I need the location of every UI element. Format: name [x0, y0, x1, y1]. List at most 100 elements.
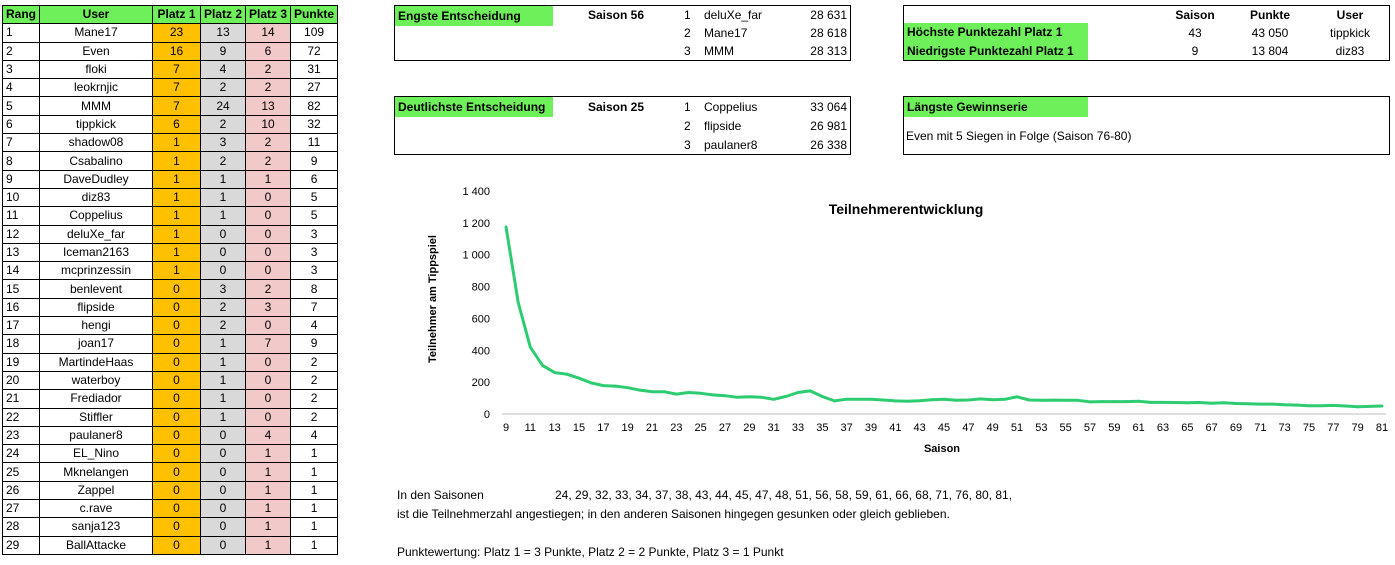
- chart-y-tick-label: 1 000: [462, 250, 490, 262]
- cell-platz1: 16: [152, 41, 201, 61]
- header-platz2: Platz 2: [199, 4, 247, 25]
- cell-platz2: 2: [199, 316, 247, 336]
- cell-punkte: 4: [290, 316, 339, 336]
- record-lowest-label: Niedrigste Punktezahl Platz 1: [904, 42, 1088, 60]
- table-row: 27 c.rave 0 0 1 1: [2, 499, 339, 519]
- cell-user: paulaner8: [39, 425, 153, 446]
- chart-point: [772, 397, 776, 401]
- cell-user: sanja123: [39, 517, 153, 537]
- chart-point: [1198, 401, 1201, 404]
- cell-punkte: 3: [290, 261, 339, 281]
- chart-x-tick-label: 65: [1181, 422, 1193, 434]
- chart-point: [845, 397, 849, 401]
- chart-point: [504, 225, 508, 229]
- engste-points-1: 28 631: [810, 8, 847, 22]
- table-row: 23 paulaner8 0 0 4 4: [2, 425, 339, 446]
- header-platz1: Platz 1: [152, 4, 201, 25]
- engste-points-3: 28 313: [810, 44, 847, 58]
- cell-platz1: 0: [152, 370, 201, 391]
- cell-user: c.rave: [39, 499, 153, 519]
- chart-point: [869, 397, 873, 401]
- cell-platz3: 0: [245, 206, 292, 226]
- cell-platz1: 7: [152, 96, 201, 116]
- chart-x-tick-label: 63: [1157, 422, 1169, 434]
- cell-punkte: 1: [290, 480, 339, 501]
- cell-platz2: 2: [199, 151, 247, 171]
- chart-point: [601, 384, 605, 388]
- chart-points: [504, 225, 1384, 409]
- cell-platz1: 1: [152, 224, 201, 244]
- chart-x-tick-label: 69: [1230, 422, 1242, 434]
- deutlichste-label: Deutlichste Entscheidung: [395, 97, 553, 117]
- records-col-punkte: Punkte: [1249, 8, 1290, 22]
- cell-platz1: 0: [152, 499, 201, 519]
- cell-user: BallAttacke: [39, 535, 153, 555]
- chart-title: Teilnehmerentwicklung: [829, 201, 984, 217]
- chart-point: [1185, 401, 1189, 405]
- chart-x-tick-label: 47: [962, 422, 974, 434]
- cell-platz1: 0: [152, 279, 201, 299]
- chart-x-tick-label: 51: [1011, 422, 1023, 434]
- cell-punkte: 6: [290, 169, 339, 189]
- chart-point: [1064, 398, 1068, 402]
- cell-platz2: 0: [199, 242, 247, 263]
- chart-point: [1088, 400, 1092, 404]
- cell-platz2: 2: [199, 297, 247, 318]
- table-row: 22 Stiffler 0 1 0 2: [2, 407, 339, 427]
- deutlichste-points-2: 26 981: [810, 119, 847, 133]
- cell-punkte: 8: [290, 279, 339, 299]
- engste-user-3: MMM: [704, 44, 734, 58]
- chart-point: [1210, 401, 1214, 405]
- chart-y-tick-label: 600: [472, 313, 490, 325]
- deutlichste-place-1: 1: [684, 100, 691, 114]
- cell-platz2: 1: [199, 334, 247, 354]
- cell-platz2: 1: [199, 206, 247, 226]
- table-row: 28 sanja123 0 0 1 1: [2, 517, 339, 537]
- cell-platz3: 6: [245, 41, 292, 61]
- cell-user: leokrnjic: [39, 78, 153, 98]
- cell-rang: 7: [2, 133, 40, 153]
- cell-punkte: 7: [290, 297, 339, 318]
- table-row: 24 EL_Nino 0 0 1 1: [2, 444, 339, 464]
- chart-point: [1283, 403, 1287, 407]
- cell-punkte: 2: [290, 407, 339, 427]
- table-row: 18 joan17 0 1 7 9: [2, 334, 339, 354]
- cell-platz2: 1: [199, 352, 247, 372]
- cell-platz3: 13: [245, 96, 292, 116]
- chart-y-tick-label: 1 200: [462, 218, 490, 230]
- cell-platz2: 2: [199, 78, 247, 98]
- serie-label: Längste Gewinnserie: [904, 97, 1088, 117]
- cell-platz2: 3: [199, 279, 247, 299]
- chart-point: [796, 391, 800, 394]
- cell-punkte: 11: [290, 133, 339, 153]
- chart-x-tick-label: 73: [1279, 422, 1291, 434]
- header-punkte: Punkte: [290, 4, 339, 25]
- chart-x-tick-label: 23: [670, 422, 682, 434]
- chart-point: [784, 395, 788, 398]
- table-row: 14 mcprinzessin 1 0 0 3: [2, 261, 339, 281]
- cell-platz3: 0: [245, 316, 292, 336]
- chart-y-tick-label: 1 400: [462, 186, 490, 198]
- chart-x-tick-label: 41: [889, 422, 901, 434]
- chart-x-tick-label: 31: [768, 422, 780, 434]
- cell-platz3: 1: [245, 480, 292, 501]
- header-rang: Rang: [2, 4, 40, 25]
- cell-user: Csabalino: [39, 151, 153, 171]
- chart-point: [674, 392, 678, 396]
- table-row: 12 deluXe_far 1 0 0 3: [2, 224, 339, 244]
- cell-rang: 29: [2, 535, 40, 555]
- chart-y-ticks: 0 200 400 600 800 1 000 1 200 1 400: [462, 186, 490, 421]
- chart-point: [966, 398, 970, 402]
- header-user: User: [39, 4, 153, 25]
- chart-point: [820, 395, 824, 398]
- cell-punkte: 1: [290, 535, 339, 555]
- engste-user-1: deluXe_far: [704, 8, 763, 22]
- chart-point: [857, 397, 861, 401]
- cell-punkte: 72: [290, 41, 339, 61]
- engste-user-2: Mane17: [704, 26, 748, 40]
- cell-punkte: 31: [290, 59, 339, 80]
- cell-platz2: 1: [199, 407, 247, 427]
- cell-user: benlevent: [39, 279, 153, 299]
- cell-platz2: 0: [199, 444, 247, 464]
- chart-x-tick-label: 49: [987, 422, 999, 434]
